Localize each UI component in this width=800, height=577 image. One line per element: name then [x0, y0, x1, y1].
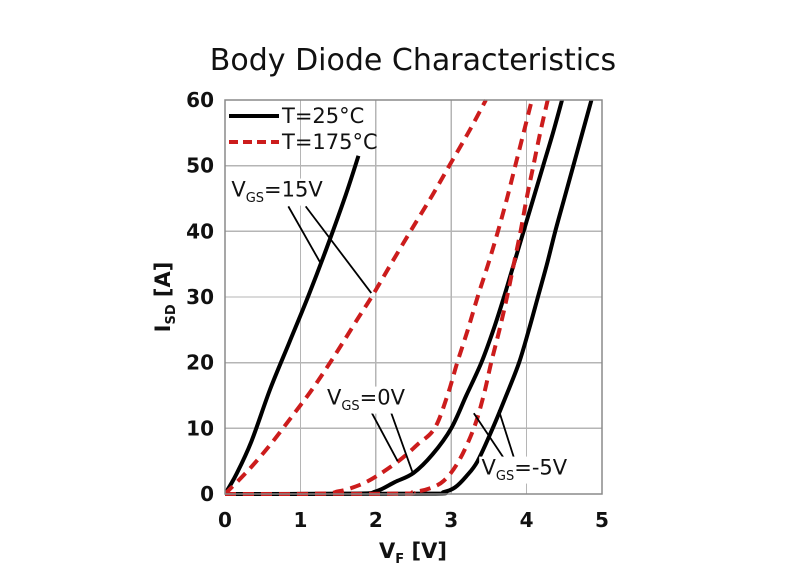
annotation-text: =15V: [264, 177, 323, 202]
chart-title: Body Diode Characteristics: [209, 43, 617, 78]
x-tick-labels: 0 1 2 3 4 5: [218, 508, 609, 532]
annotation-leader-line: [497, 409, 515, 458]
y-axis-label-text: I: [150, 324, 175, 333]
y-axis-label-text: [A]: [150, 261, 175, 305]
legend-label-t25: T=25°C: [282, 104, 365, 128]
y-tick-label: 50: [186, 154, 214, 178]
legend-entry-t175: T=175°C: [229, 129, 378, 155]
y-tick-label: 20: [186, 351, 214, 375]
curve-t25c-vgs15v: [225, 155, 361, 496]
y-tick-label: 60: [186, 88, 214, 112]
annotation-vgs-15v: VGS=15V: [229, 177, 325, 206]
annotation-leader-line: [473, 412, 504, 458]
curve-t25c-vgs0v: [225, 99, 564, 496]
annotation-vgs-minus5v: VGS=-5V: [479, 455, 570, 484]
annotation-leader-line: [390, 411, 414, 474]
legend-entry-t25: T=25°C: [229, 103, 378, 129]
annotation-leader-lines: [287, 205, 515, 474]
plot-border-rect: [224, 99, 603, 495]
curve-t175c-vgs0v: [225, 99, 534, 496]
x-axis-label-text: V: [379, 539, 396, 563]
x-tick-label: 4: [520, 508, 534, 532]
y-tick-label: 40: [186, 219, 214, 243]
legend-solid-line-sample: [229, 114, 279, 118]
x-axis-label-subscript: F: [395, 552, 405, 568]
annotation-vgs-0v: VGS=0V: [324, 385, 407, 414]
plot-border: [224, 99, 603, 495]
curve-t175c-vgs15v: [225, 99, 488, 496]
annotation-text: =-5V: [514, 455, 568, 480]
annotation-leader-line: [287, 205, 321, 263]
y-axis-label: ISD [A]: [151, 262, 179, 333]
curve-t25c-vgs-minus5v: [225, 99, 594, 496]
y-tick-label: 0: [200, 482, 214, 506]
y-axis-label-subscript: SD: [164, 304, 180, 325]
legend: T=25°C T=175°C: [229, 103, 378, 155]
annotation-text: =0V: [359, 385, 405, 410]
x-axis-label-text: [V]: [404, 539, 447, 563]
annotation-subscript: GS: [341, 398, 360, 414]
y-tick-label: 10: [186, 416, 214, 440]
annotation-leader-line: [370, 411, 399, 462]
legend-label-t175: T=175°C: [282, 130, 378, 154]
x-tick-label: 5: [595, 508, 609, 532]
annotation-subscript: GS: [245, 190, 265, 206]
x-axis-label: VF [V]: [379, 539, 447, 567]
curve-t175c-vgs-minus5v: [225, 99, 550, 496]
x-tick-label: 2: [369, 508, 383, 532]
x-tick-label: 3: [444, 508, 458, 532]
annotation-text: V: [231, 177, 246, 202]
annotation-subscript: GS: [495, 468, 515, 484]
y-tick-label: 30: [186, 285, 214, 309]
x-tick-label: 1: [293, 508, 307, 532]
annotation-leader-line: [304, 205, 372, 294]
curves: [225, 99, 594, 496]
legend-dashed-line-sample: [229, 140, 279, 144]
y-tick-labels: 0 10 20 30 40 50 60: [186, 88, 214, 506]
annotation-text: V: [481, 455, 496, 480]
annotation-text: V: [326, 385, 342, 410]
x-tick-label: 0: [218, 508, 232, 532]
